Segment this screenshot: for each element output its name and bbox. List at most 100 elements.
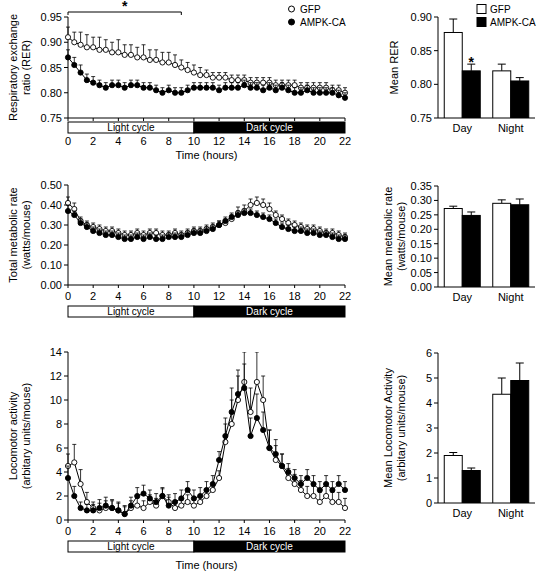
x-tick-label: 4 xyxy=(115,290,121,302)
point xyxy=(160,90,165,95)
point xyxy=(229,409,234,414)
y-label-line: Total metabolic rate xyxy=(7,187,19,282)
error-cap xyxy=(192,82,196,83)
significance-star: * xyxy=(469,54,475,70)
error-cap xyxy=(261,376,265,377)
error-bar xyxy=(255,394,259,418)
point xyxy=(273,212,278,217)
category-label: Night xyxy=(498,122,524,134)
point xyxy=(286,475,291,480)
error-cap xyxy=(123,231,127,232)
error-cap xyxy=(324,229,328,230)
x-tick xyxy=(269,520,270,523)
y-label: Mean RER xyxy=(388,41,400,95)
point xyxy=(154,499,159,504)
error-cap xyxy=(337,85,341,86)
point xyxy=(324,481,329,486)
error-cap xyxy=(305,82,309,83)
bar xyxy=(511,81,529,118)
point xyxy=(336,499,341,504)
x-tick xyxy=(345,118,346,121)
point xyxy=(116,508,121,513)
error-cap xyxy=(66,197,70,198)
error-cap xyxy=(211,223,215,224)
point xyxy=(342,487,347,492)
point xyxy=(160,493,165,498)
point xyxy=(122,85,127,90)
error-cap xyxy=(217,451,221,452)
category-label: Day xyxy=(452,507,472,519)
error-cap xyxy=(330,233,334,234)
error-cap xyxy=(498,199,506,200)
point xyxy=(84,78,89,83)
point xyxy=(198,85,203,90)
error-cap xyxy=(160,235,164,236)
y-tick-label: 0.85 xyxy=(41,62,62,74)
point xyxy=(65,200,70,205)
point xyxy=(279,216,284,221)
error-cap xyxy=(123,235,127,236)
point xyxy=(261,397,266,402)
error-cap xyxy=(116,80,120,81)
point xyxy=(223,433,228,438)
bar xyxy=(511,381,529,504)
x-tick-label: 22 xyxy=(339,525,351,537)
error-cap xyxy=(318,227,322,228)
error-cap xyxy=(223,217,227,218)
point xyxy=(78,42,83,47)
x-tick xyxy=(68,118,69,121)
error-cap xyxy=(110,499,114,500)
x-tick-label: 20 xyxy=(314,525,326,537)
error-stem xyxy=(519,199,520,205)
point xyxy=(286,88,291,93)
error-cap xyxy=(242,80,246,81)
error-cap xyxy=(72,444,76,445)
point xyxy=(109,505,114,510)
point xyxy=(235,391,240,396)
legend-swatch xyxy=(477,18,486,27)
point xyxy=(147,85,152,90)
point xyxy=(179,234,184,239)
error-cap xyxy=(116,502,120,503)
point xyxy=(210,481,215,486)
error-cap xyxy=(110,227,114,228)
point xyxy=(179,503,184,508)
y-tick xyxy=(434,200,438,201)
error-cap xyxy=(274,80,278,81)
error-bar xyxy=(498,200,506,203)
point xyxy=(179,496,184,501)
error-cap xyxy=(343,235,347,236)
error-cap xyxy=(79,502,83,503)
error-cap xyxy=(116,233,120,234)
series-line xyxy=(68,37,345,93)
error-cap xyxy=(330,481,334,482)
error-bar xyxy=(236,370,240,394)
point xyxy=(97,83,102,88)
period-label: Dark cycle xyxy=(246,306,293,317)
point xyxy=(286,469,291,474)
y-tick xyxy=(434,287,438,288)
error-stem xyxy=(263,376,264,400)
point xyxy=(324,90,329,95)
error-cap xyxy=(211,225,215,226)
error-stem xyxy=(244,364,245,388)
point xyxy=(210,75,215,80)
series-line xyxy=(68,203,345,237)
error-cap xyxy=(104,39,108,40)
error-cap xyxy=(217,221,221,222)
series xyxy=(65,352,347,517)
point xyxy=(248,409,253,414)
error-cap xyxy=(299,475,303,476)
error-cap xyxy=(337,231,341,232)
error-cap xyxy=(305,225,309,226)
point xyxy=(330,234,335,239)
series xyxy=(444,378,511,503)
point xyxy=(342,236,347,241)
error-cap xyxy=(274,85,278,86)
point xyxy=(286,226,291,231)
error-stem xyxy=(501,64,502,71)
error-cap xyxy=(280,454,284,455)
x-tick-label: 20 xyxy=(314,290,326,302)
error-bar xyxy=(516,199,524,205)
x-tick xyxy=(118,520,119,523)
